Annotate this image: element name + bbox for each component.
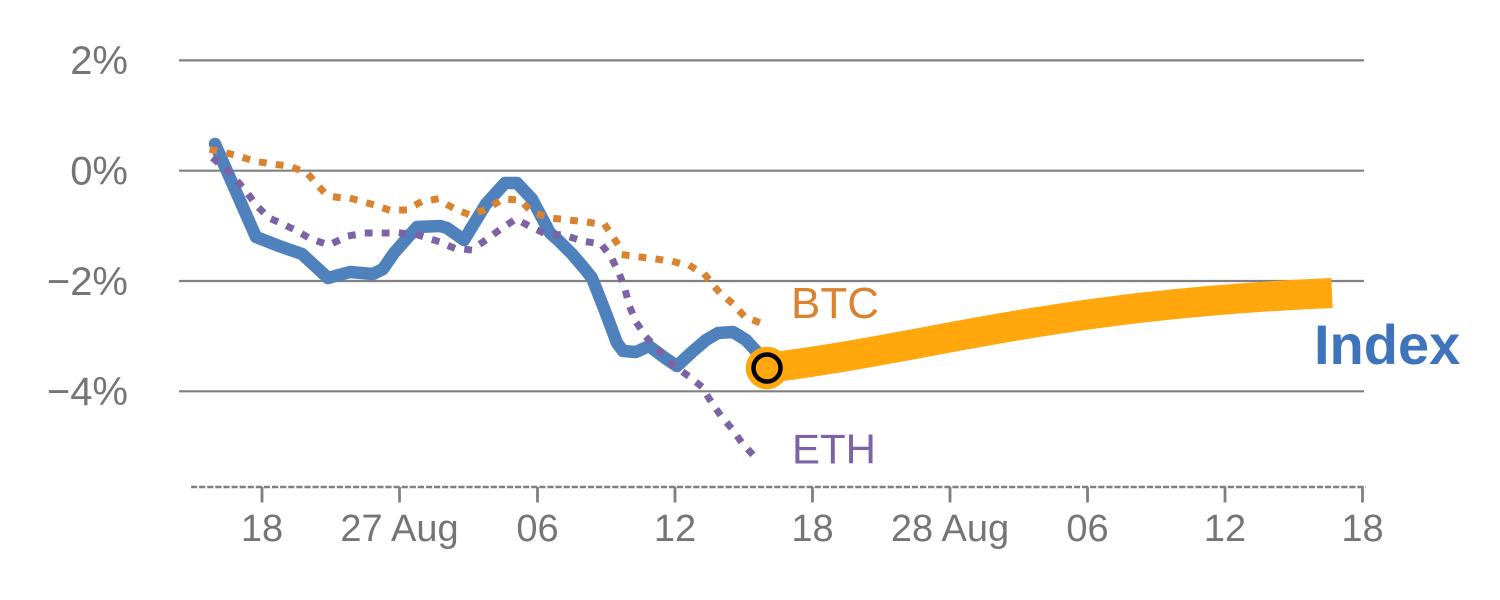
svg-text:2%: 2% <box>70 39 128 83</box>
svg-text:0%: 0% <box>70 150 128 194</box>
svg-text:28 Aug: 28 Aug <box>891 508 1009 550</box>
svg-text:BTC: BTC <box>791 279 879 328</box>
svg-text:−4%: −4% <box>47 370 128 414</box>
svg-text:Index: Index <box>1314 313 1460 376</box>
svg-text:12: 12 <box>1204 508 1246 550</box>
svg-text:−2%: −2% <box>47 260 128 304</box>
svg-text:ETH: ETH <box>792 426 876 473</box>
svg-text:06: 06 <box>516 508 558 550</box>
svg-text:06: 06 <box>1066 508 1108 550</box>
svg-text:18: 18 <box>791 508 833 550</box>
svg-text:12: 12 <box>654 508 696 550</box>
svg-text:27 Aug: 27 Aug <box>340 508 458 550</box>
svg-text:18: 18 <box>241 508 283 550</box>
svg-text:18: 18 <box>1341 508 1383 550</box>
